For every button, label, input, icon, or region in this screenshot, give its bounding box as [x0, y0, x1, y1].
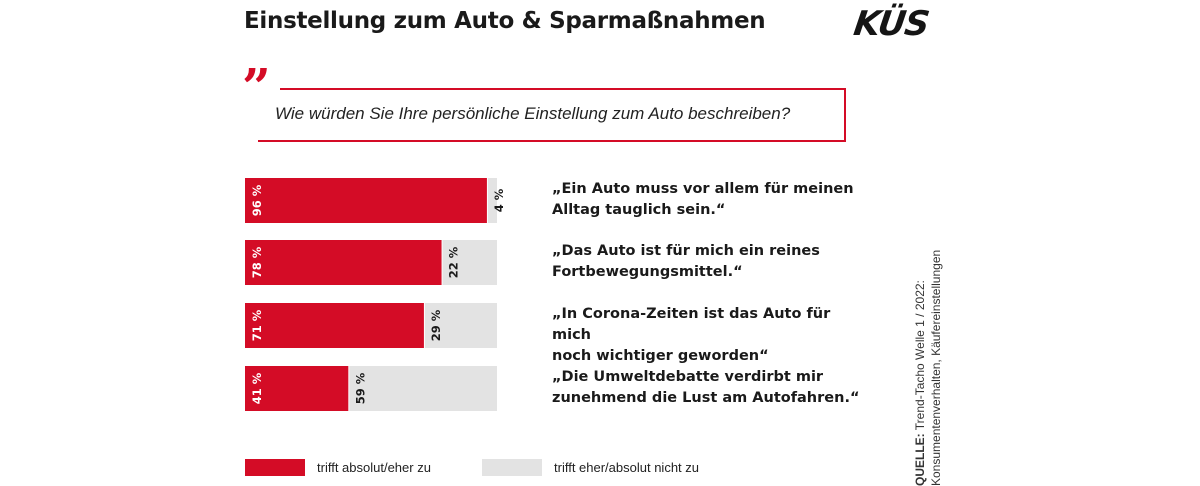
- category-label-line: noch wichtiger geworden“: [552, 348, 769, 364]
- source-line-2: Konsumentenverhalten, Käufereinstellunge…: [929, 249, 943, 486]
- quote-frame: [258, 88, 846, 142]
- legend-swatch-agree: [245, 459, 305, 476]
- quote-icon: ”: [242, 57, 271, 116]
- category-label: „Ein Auto muss vor allem für meinen Allta…: [552, 179, 872, 221]
- legend-label-disagree: trifft eher/absolut nicht zu: [554, 460, 700, 475]
- data-label-agree: 96 %: [250, 184, 264, 216]
- bar-agree: [245, 366, 349, 411]
- data-label-agree: 78 %: [250, 246, 264, 278]
- data-label-disagree: 59 %: [353, 372, 367, 404]
- bar-agree: [245, 178, 487, 223]
- category-label-line: „Ein Auto muss vor allem für meinen: [552, 181, 854, 197]
- data-label-disagree: 22 %: [447, 246, 461, 278]
- bar-disagree: [424, 303, 497, 348]
- page-title: Einstellung zum Auto & Sparmaßnahmen: [244, 8, 766, 34]
- data-label-disagree: 4 %: [492, 188, 506, 212]
- category-label: „Die Umweltdebatte verdirbt mir zunehmend…: [552, 367, 872, 409]
- category-label-line: Alltag tauglich sein.“: [552, 202, 726, 218]
- data-label-agree: 41 %: [250, 372, 264, 404]
- source-label: QUELLE:: [913, 433, 927, 486]
- legend-label-agree: trifft absolut/eher zu: [317, 460, 431, 475]
- bar-agree: [245, 303, 424, 348]
- source-note: QUELLE: Trend-Tacho Welle 1 / 2022: Kons…: [912, 250, 944, 486]
- bar-disagree: [487, 178, 497, 223]
- category-label-line: Fortbewegungsmittel.“: [552, 264, 743, 280]
- data-label-disagree: 29 %: [429, 309, 443, 341]
- category-label-line: zunehmend die Lust am Autofahren.“: [552, 390, 860, 406]
- legend-swatch-disagree: [482, 459, 542, 476]
- category-label-line: „Das Auto ist für mich ein reines: [552, 243, 820, 259]
- source-line-1: Trend-Tacho Welle 1 / 2022:: [913, 280, 927, 431]
- data-label-agree: 71 %: [250, 309, 264, 341]
- category-label-line: „Die Umweltdebatte verdirbt mir: [552, 369, 824, 385]
- category-label-line: „In Corona-Zeiten ist das Auto für mich: [552, 306, 831, 343]
- category-label: „Das Auto ist für mich ein reines Fortbew…: [552, 241, 872, 283]
- bar-disagree: [442, 240, 497, 285]
- category-label: „In Corona-Zeiten ist das Auto für mich n…: [552, 304, 872, 367]
- bar-agree: [245, 240, 442, 285]
- survey-question: Wie würden Sie Ihre persönliche Einstell…: [275, 104, 791, 123]
- bar-disagree: [349, 366, 497, 411]
